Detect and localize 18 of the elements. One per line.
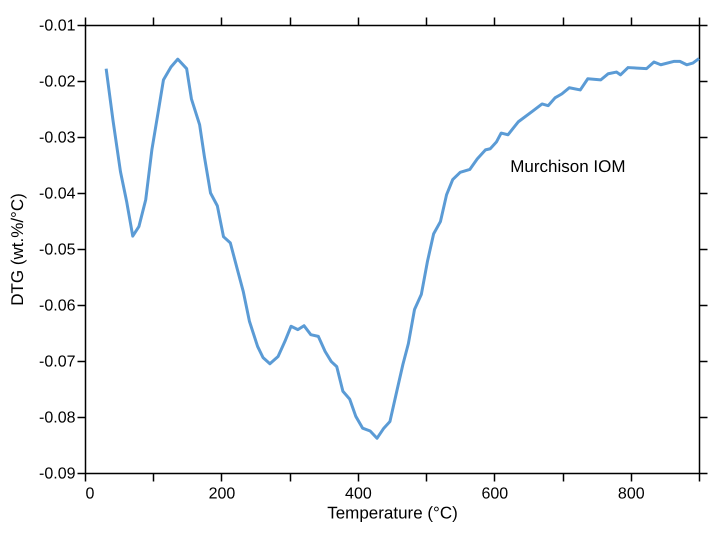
line-series [104, 57, 700, 440]
y-axis-title: DTG (wt.%/°C) [8, 193, 28, 306]
x-tick-label: 200 [208, 486, 236, 502]
x-tick-label: 400 [345, 486, 372, 502]
y-tick-label: -0.05 [39, 242, 76, 258]
y-tick-label: -0.06 [39, 298, 76, 314]
y-tick-label: -0.01 [39, 18, 76, 34]
y-tick-label: -0.08 [39, 410, 76, 426]
y-tick-label: -0.02 [39, 74, 76, 90]
y-tick-label: -0.09 [39, 466, 76, 482]
x-tick-label: 600 [481, 486, 508, 502]
y-tick-label: -0.04 [39, 186, 76, 202]
series-label: Murchison IOM [510, 156, 626, 176]
y-tick-label: -0.03 [39, 130, 76, 146]
x-tick-label: 0 [86, 486, 94, 502]
x-axis-title: Temperature (°C) [327, 504, 458, 522]
x-tick-label: 800 [618, 486, 645, 502]
y-tick-label: -0.07 [39, 354, 76, 370]
